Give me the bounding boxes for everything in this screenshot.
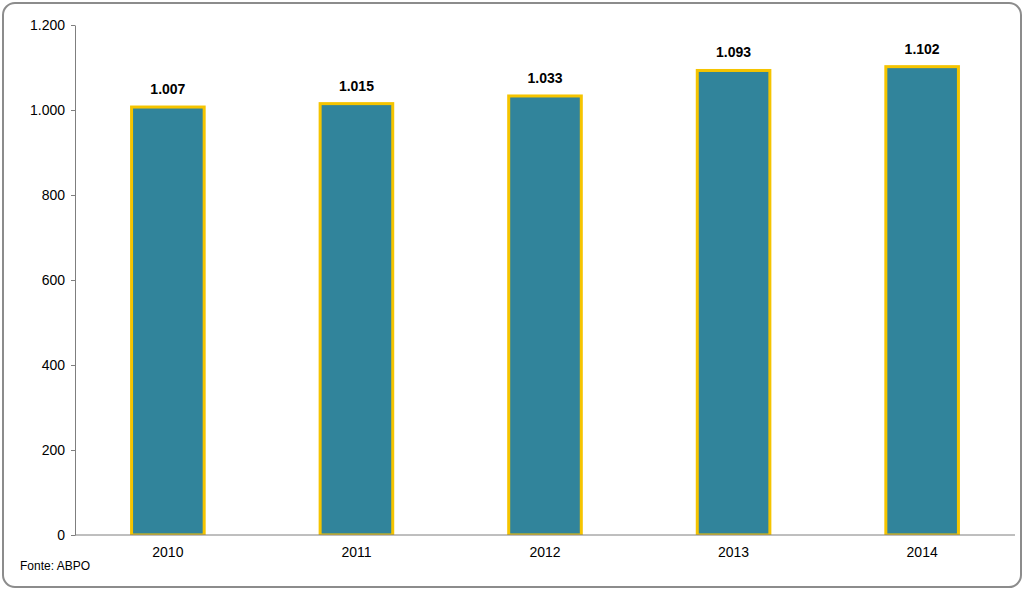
bar: [697, 70, 770, 535]
x-tick: 2010: [152, 535, 183, 560]
y-tick: 200: [42, 442, 75, 458]
data-label: 1.093: [716, 44, 751, 60]
y-tick-label: 1.000: [30, 102, 65, 118]
x-tick: 2013: [718, 535, 749, 560]
bar: [320, 104, 393, 535]
bars: [132, 67, 959, 535]
x-tick-label: 2012: [529, 544, 560, 560]
y-tick-label: 600: [42, 272, 66, 288]
y-tick-label: 200: [42, 442, 66, 458]
x-tick-label: 2011: [341, 544, 371, 560]
y-tick: 0: [57, 527, 75, 543]
y-tick-mark: [71, 535, 75, 536]
y-tick-mark: [71, 280, 75, 281]
y-axis-line: [75, 26, 76, 536]
y-tick: 1.000: [30, 102, 75, 118]
y-tick-mark: [71, 25, 75, 26]
chart-frame: [3, 3, 1021, 587]
bar: [886, 67, 959, 535]
y-tick-mark: [71, 365, 75, 366]
data-label: 1.033: [527, 70, 562, 86]
annotation: Fonte: ABPO: [20, 559, 90, 573]
x-axis-line: [75, 535, 1015, 536]
y-tick-label: 1.200: [30, 17, 65, 33]
y-axis: 0 200 400 600 800 1.000 1.200: [30, 17, 76, 543]
y-tick: 400: [42, 357, 75, 373]
y-tick-mark: [71, 450, 75, 451]
x-tick: 2014: [907, 535, 938, 560]
y-tick-label: 400: [42, 357, 66, 373]
data-label: 1.102: [905, 41, 940, 57]
data-label: 1.007: [150, 81, 185, 97]
y-tick-mark: [71, 195, 75, 196]
x-tick: 2011: [341, 535, 371, 560]
x-tick-label: 2014: [907, 544, 938, 560]
data-labels: 1.007 1.015 1.033 1.093 1.102: [150, 41, 940, 97]
chart: 02004006008001.0001.20020102011201220132…: [0, 0, 1024, 590]
bar: [132, 107, 205, 535]
y-tick: 800: [42, 187, 75, 203]
x-tick-label: 2010: [152, 544, 183, 560]
x-axis: 2010 2011 2012 2013 2014: [75, 535, 1015, 560]
y-tick: 1.200: [30, 17, 75, 33]
y-tick: 600: [42, 272, 75, 288]
y-tick-label: 800: [42, 187, 66, 203]
y-tick-label: 0: [57, 527, 65, 543]
data-label: 1.015: [339, 78, 374, 94]
x-tick-label: 2013: [718, 544, 749, 560]
bar: [509, 96, 582, 535]
y-tick-mark: [71, 110, 75, 111]
x-tick: 2012: [529, 535, 560, 560]
